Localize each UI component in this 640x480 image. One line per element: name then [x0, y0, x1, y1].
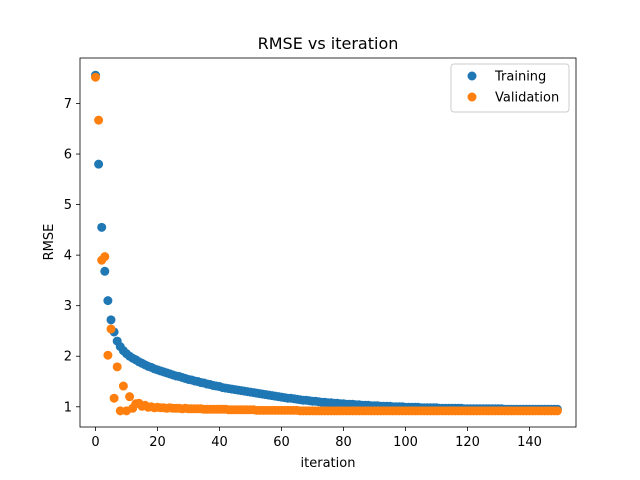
legend-label-training: Training [494, 70, 546, 85]
validation-point-11 [125, 392, 135, 402]
validation-point-1 [94, 115, 104, 125]
x-axis-label: iteration [301, 456, 356, 471]
y-axis-label: RMSE [42, 224, 57, 261]
y-tick-label-5: 5 [64, 198, 72, 213]
y-tick-label-4: 4 [64, 249, 72, 264]
training-point-1 [94, 159, 104, 169]
data-points [91, 70, 562, 416]
y-tick-label-2: 2 [64, 350, 72, 365]
legend: Training Validation [450, 63, 570, 113]
x-tick-label-40: 40 [211, 435, 228, 450]
validation-point-5 [106, 324, 116, 334]
validation-point-149 [552, 406, 562, 416]
chart-title: RMSE vs iteration [258, 34, 399, 53]
x-tick-label-120: 120 [455, 435, 480, 450]
training-point-2 [97, 222, 107, 232]
training-point-5 [106, 315, 116, 325]
validation-point-9 [118, 381, 128, 391]
x-tick-label-20: 20 [149, 435, 166, 450]
validation-point-7 [112, 362, 122, 372]
legend-label-validation: Validation [495, 91, 559, 106]
x-axis-ticks: 0 20 40 60 80 100 120 140 [91, 427, 542, 450]
y-tick-label-3: 3 [64, 299, 72, 314]
y-tick-label-6: 6 [64, 148, 72, 163]
x-tick-label-0: 0 [91, 435, 99, 450]
legend-box [450, 63, 570, 113]
legend-marker-training [467, 71, 477, 81]
validation-point-0 [91, 72, 100, 82]
y-tick-label-1: 1 [64, 400, 72, 415]
validation-point-4 [103, 350, 113, 360]
y-axis-ticks: 1 2 3 4 5 6 7 [64, 97, 80, 415]
validation-point-8 [115, 406, 125, 416]
validation-point-3 [100, 252, 110, 262]
x-tick-label-100: 100 [393, 435, 418, 450]
legend-marker-validation [467, 92, 477, 102]
x-tick-label-140: 140 [517, 435, 542, 450]
y-tick-label-7: 7 [64, 97, 72, 112]
x-tick-label-80: 80 [335, 435, 352, 450]
plot-frame [79, 57, 577, 428]
x-tick-label-60: 60 [273, 435, 290, 450]
validation-point-6 [109, 393, 119, 403]
training-point-3 [100, 266, 110, 276]
training-point-4 [103, 296, 113, 306]
